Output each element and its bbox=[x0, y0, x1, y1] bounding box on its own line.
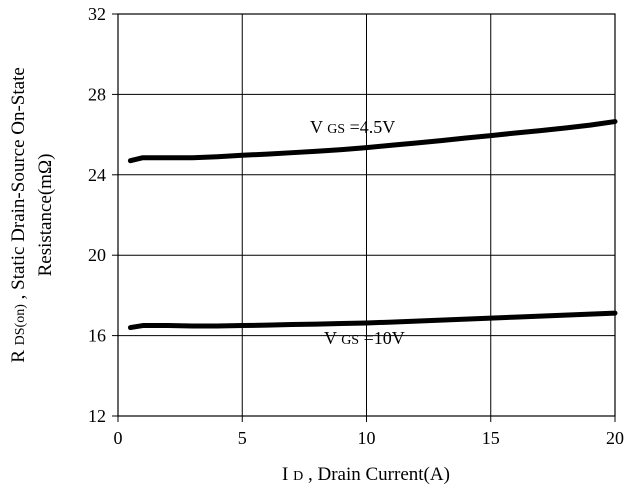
series-label-vgs-4-5v: V GS =4.5V bbox=[310, 117, 395, 137]
series-label-vgs-4-5v-sub: GS bbox=[327, 122, 345, 137]
y-axis-label-sub: DS(on) bbox=[13, 304, 28, 346]
x-tick-label-1: 5 bbox=[238, 428, 247, 448]
x-tick-label-3: 15 bbox=[482, 428, 500, 448]
x-tick-label-4: 20 bbox=[606, 428, 624, 448]
x-axis-label-rest: , Drain Current(A) bbox=[308, 464, 450, 485]
series-label-vgs-10v: V GS =10V bbox=[324, 328, 405, 348]
x-axis-label-sub: D bbox=[293, 469, 303, 484]
series-line-1 bbox=[127, 310, 618, 331]
y-axis-label-main: R bbox=[8, 350, 29, 363]
y-axis-label-line1: R DS(on) , Static Drain-Source On-State bbox=[8, 67, 29, 363]
y-tick-label-4: 28 bbox=[88, 84, 106, 104]
y-axis-label-line2: Resistance(mΩ) bbox=[35, 154, 56, 277]
y-tick-label-0: 12 bbox=[88, 406, 106, 426]
y-tick-label-5: 32 bbox=[88, 4, 106, 24]
x-axis-label-main: I bbox=[282, 464, 288, 485]
x-tick-label-0: 0 bbox=[114, 428, 123, 448]
series-label-vgs-10v-sub: GS bbox=[341, 333, 359, 348]
y-tick-label-3: 24 bbox=[88, 165, 106, 185]
series-line-0 bbox=[127, 119, 618, 164]
plot-frame bbox=[117, 13, 616, 417]
series-label-vgs-4-5v-main: V bbox=[310, 117, 323, 137]
series-label-vgs-10v-main: V bbox=[324, 328, 337, 348]
x-axis-label: I D , Drain Current(A) bbox=[282, 464, 450, 485]
series-label-vgs-4-5v-rest: =4.5V bbox=[350, 117, 396, 137]
x-tick-label-2: 10 bbox=[358, 428, 376, 448]
series-layer bbox=[127, 119, 618, 331]
axis-layer: 0 5 10 15 20 12 16 20 24 28 32 bbox=[88, 4, 624, 448]
y-tick-label-1: 16 bbox=[88, 326, 106, 346]
series-label-vgs-10v-rest: =10V bbox=[364, 328, 405, 348]
y-tick-label-2: 20 bbox=[88, 245, 106, 265]
y-axis-label-rest: , Static Drain-Source On-State bbox=[8, 67, 29, 299]
